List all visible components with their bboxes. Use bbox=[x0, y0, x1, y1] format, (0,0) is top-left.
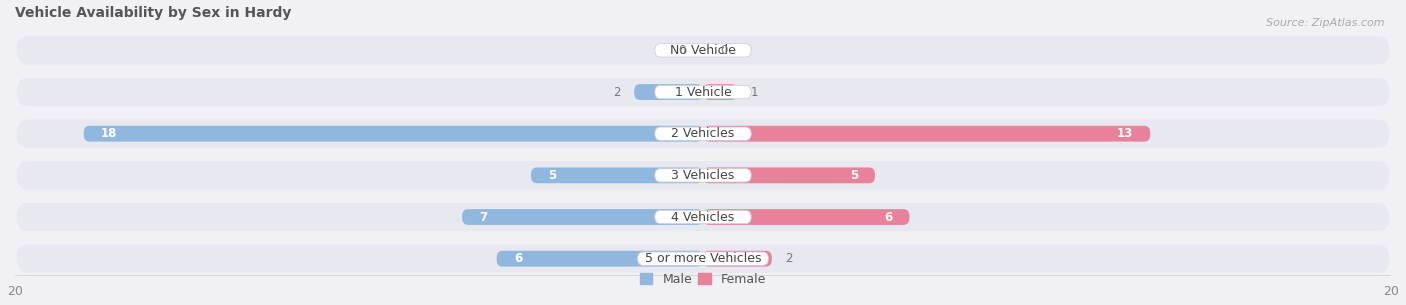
FancyBboxPatch shape bbox=[703, 167, 875, 183]
Text: 0: 0 bbox=[679, 44, 686, 57]
Text: 3 Vehicles: 3 Vehicles bbox=[672, 169, 734, 182]
Text: 2 Vehicles: 2 Vehicles bbox=[672, 127, 734, 140]
Text: No Vehicle: No Vehicle bbox=[671, 44, 735, 57]
Text: 1: 1 bbox=[751, 85, 759, 99]
Text: 5 or more Vehicles: 5 or more Vehicles bbox=[645, 252, 761, 265]
FancyBboxPatch shape bbox=[463, 209, 703, 225]
FancyBboxPatch shape bbox=[638, 252, 768, 265]
Text: 2: 2 bbox=[786, 252, 793, 265]
FancyBboxPatch shape bbox=[17, 245, 1389, 273]
Text: 5: 5 bbox=[849, 169, 858, 182]
FancyBboxPatch shape bbox=[703, 84, 737, 100]
Text: 6: 6 bbox=[513, 252, 522, 265]
Text: 4 Vehicles: 4 Vehicles bbox=[672, 210, 734, 224]
FancyBboxPatch shape bbox=[655, 210, 751, 224]
FancyBboxPatch shape bbox=[17, 36, 1389, 65]
Text: Vehicle Availability by Sex in Hardy: Vehicle Availability by Sex in Hardy bbox=[15, 6, 291, 20]
FancyBboxPatch shape bbox=[703, 126, 1150, 142]
Text: 1 Vehicle: 1 Vehicle bbox=[675, 85, 731, 99]
FancyBboxPatch shape bbox=[655, 127, 751, 140]
FancyBboxPatch shape bbox=[655, 44, 751, 57]
Text: 2: 2 bbox=[613, 85, 620, 99]
Legend: Male, Female: Male, Female bbox=[640, 273, 766, 286]
FancyBboxPatch shape bbox=[703, 209, 910, 225]
FancyBboxPatch shape bbox=[634, 84, 703, 100]
FancyBboxPatch shape bbox=[496, 251, 703, 267]
FancyBboxPatch shape bbox=[84, 126, 703, 142]
Text: 18: 18 bbox=[101, 127, 117, 140]
FancyBboxPatch shape bbox=[17, 78, 1389, 106]
Text: 5: 5 bbox=[548, 169, 557, 182]
Text: 0: 0 bbox=[720, 44, 727, 57]
FancyBboxPatch shape bbox=[703, 251, 772, 267]
FancyBboxPatch shape bbox=[17, 203, 1389, 231]
FancyBboxPatch shape bbox=[17, 120, 1389, 148]
FancyBboxPatch shape bbox=[655, 85, 751, 99]
Text: Source: ZipAtlas.com: Source: ZipAtlas.com bbox=[1267, 18, 1385, 28]
FancyBboxPatch shape bbox=[655, 169, 751, 182]
Text: 7: 7 bbox=[479, 210, 488, 224]
FancyBboxPatch shape bbox=[17, 161, 1389, 189]
Text: 6: 6 bbox=[884, 210, 893, 224]
FancyBboxPatch shape bbox=[531, 167, 703, 183]
Text: 13: 13 bbox=[1116, 127, 1133, 140]
